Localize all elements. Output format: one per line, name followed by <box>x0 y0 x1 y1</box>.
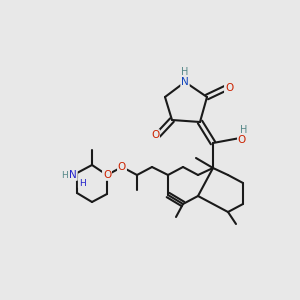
Text: N: N <box>69 170 77 180</box>
Text: N: N <box>181 77 189 87</box>
Text: H: H <box>79 178 86 188</box>
Text: O: O <box>118 162 126 172</box>
Text: O: O <box>151 130 159 140</box>
Text: H: H <box>181 67 189 77</box>
Text: O: O <box>225 83 233 93</box>
Text: O: O <box>103 170 111 180</box>
Text: H: H <box>240 125 248 135</box>
Text: O: O <box>238 135 246 145</box>
Text: H: H <box>61 170 68 179</box>
